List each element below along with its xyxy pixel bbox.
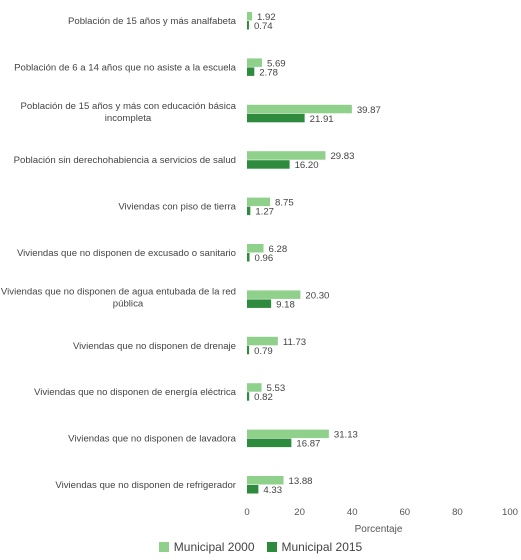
value-label: 13.88 [289, 476, 313, 487]
x-axis-title: Porcentaje [355, 524, 403, 535]
bar-municipal-2015 [247, 206, 251, 216]
category-label-line: incompleta [105, 113, 152, 124]
bars: 1.920.74 5.692.78 39.87 21.91 29.83 16.20 8.75… [247, 12, 381, 496]
category-label: Viviendas con piso de tierra [118, 202, 236, 213]
value-label: 20.30 [305, 290, 329, 301]
value-label: 21.91 [310, 114, 334, 125]
bar-municipal-2000 [247, 58, 262, 67]
bar-municipal-2000 [247, 244, 264, 253]
bar-municipal-2000 [247, 476, 284, 485]
bar-municipal-2000 [247, 104, 352, 114]
x-tick-label: 0 [244, 507, 249, 518]
bar-municipal-2000 [247, 12, 253, 21]
bar-municipal-2015 [247, 345, 250, 355]
value-label: 2.78 [259, 67, 278, 78]
value-label: 11.73 [283, 337, 306, 348]
category-label: Población sin derechohabiencia a servici… [14, 155, 236, 166]
bar-municipal-2000 [247, 151, 326, 160]
value-label: 0.96 [255, 253, 274, 264]
bar-municipal-2015 [247, 67, 255, 76]
category-labels: Población de 15 años y más analfabeta Pob… [1, 16, 237, 491]
category-label: Población de 15 años y más con educación… [21, 101, 237, 124]
value-label: 5.69 [267, 58, 286, 69]
bar-municipal-2015 [247, 485, 259, 494]
category-label-line: Viviendas que no disponen de agua entuba… [1, 286, 236, 297]
bar-municipal-2000 [247, 336, 278, 346]
bar-municipal-2000 [247, 383, 262, 392]
category-label: Viviendas que no disponen de energía elé… [34, 387, 237, 398]
bar-municipal-2000 [247, 290, 301, 299]
x-tick-label: 80 [452, 507, 463, 518]
chart: 0 20 40 60 80 100 1.920.74 5.692.78 39.87 21.91 2… [1, 12, 518, 535]
bar-municipal-2015 [247, 113, 305, 123]
legend-item-2015: Municipal 2015 [266, 540, 363, 554]
category-label: Población de 15 años y más analfabeta [68, 16, 237, 27]
category-label: Viviendas que no disponen de lavadora [68, 434, 237, 445]
category-label-line: Población de 15 años y más con educación… [21, 101, 237, 112]
value-label: 16.20 [295, 160, 319, 171]
bar-municipal-2015 [247, 253, 250, 262]
bar-municipal-2015 [247, 392, 250, 401]
legend-swatch-2015 [266, 542, 277, 552]
legend-label-2015: Municipal 2015 [281, 540, 363, 554]
x-tick-label: 40 [347, 507, 358, 518]
value-label: 8.75 [275, 198, 294, 209]
category-label: Viviendas que no disponen de excusado o … [17, 248, 236, 259]
value-label: 31.13 [334, 430, 358, 441]
bar-municipal-2015 [247, 21, 249, 30]
value-label: 1.92 [257, 12, 276, 23]
legend-item-2000: Municipal 2000 [158, 540, 255, 554]
value-label: 29.83 [330, 151, 354, 162]
category-label-line: pública [113, 298, 144, 309]
value-label: 0.74 [254, 21, 273, 32]
bar-municipal-2000 [247, 197, 271, 207]
value-label: 9.18 [276, 299, 295, 310]
value-label: 1.27 [255, 207, 274, 218]
legend-label-2000: Municipal 2000 [173, 540, 255, 554]
bar-municipal-2015 [247, 160, 290, 169]
category-label: Viviendas que no disponen de refrigerado… [55, 480, 236, 491]
value-label: 0.79 [254, 346, 273, 357]
category-label: Población de 6 a 14 años que no asiste a… [14, 62, 237, 73]
bar-municipal-2015 [247, 299, 272, 308]
category-label: Viviendas que no disponen de drenaje [73, 341, 236, 352]
legend: Municipal 2000 Municipal 2015 [0, 540, 521, 554]
value-label: 4.33 [263, 485, 282, 496]
value-label: 0.82 [254, 392, 273, 403]
value-label: 39.87 [357, 105, 381, 116]
value-label: 16.87 [296, 439, 320, 450]
category-label: Viviendas que no disponen de agua entuba… [1, 286, 236, 309]
bar-municipal-2000 [247, 429, 329, 439]
x-tick-label: 60 [399, 507, 410, 518]
value-label: 5.53 [267, 383, 286, 394]
x-tick-label: 20 [294, 507, 305, 518]
x-axis: 0 20 40 60 80 100 [244, 507, 518, 518]
legend-swatch-2000 [158, 542, 169, 552]
value-label: 6.28 [269, 244, 288, 255]
bar-municipal-2015 [247, 438, 292, 448]
x-tick-label: 100 [502, 507, 518, 518]
